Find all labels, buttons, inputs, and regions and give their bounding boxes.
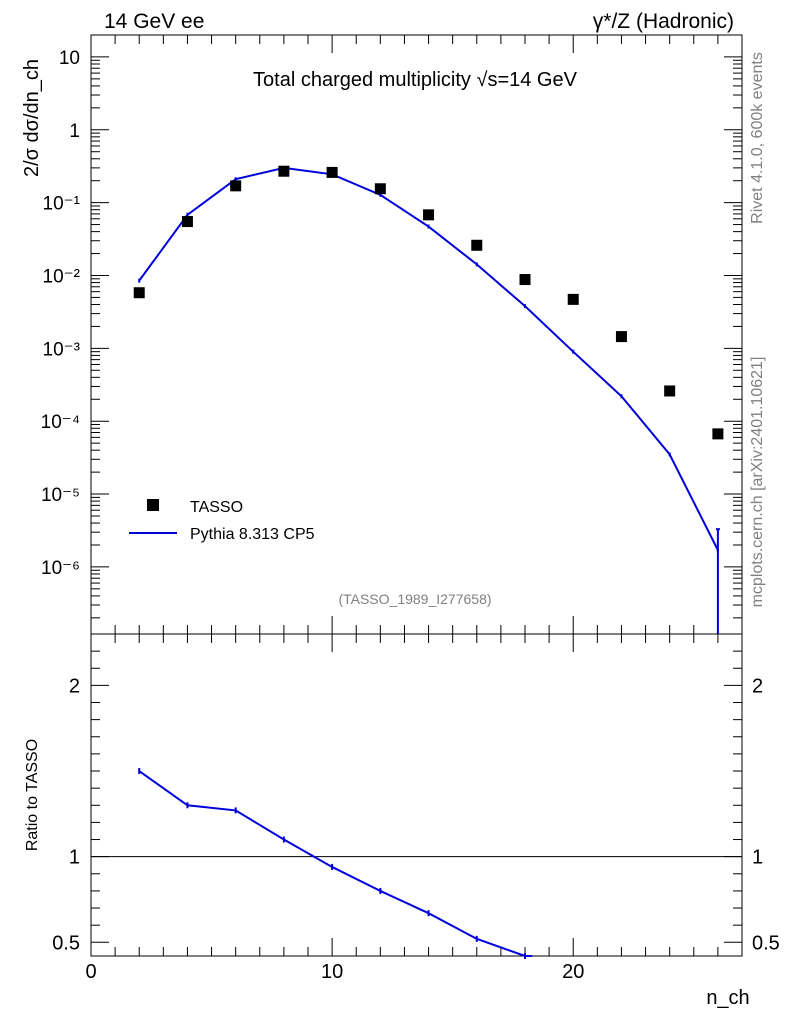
main-y-tick-label: 10⁻³ [43, 339, 81, 360]
ratio-y-tick-labels: 0.5 0.5 1 1 2 2 [52, 675, 780, 954]
ratio-y-tick-label-right: 0.5 [752, 932, 780, 954]
tasso-point [664, 385, 676, 397]
rivet-label: Rivet 4.1.0, 600k events [749, 52, 766, 224]
main-panel: 10⁻⁶ 10⁻⁵ 10⁻⁴ 10⁻³ 10⁻² 10⁻¹ 1 10 Total charge… [21, 34, 743, 635]
tasso-point [712, 428, 724, 440]
main-y-tick-label: 1 [69, 121, 80, 142]
x-tick-label: 10 [321, 961, 343, 983]
ratio-y-axis-label: Ratio to TASSO [24, 739, 41, 851]
ratio-y-tick-label-right: 1 [752, 847, 763, 869]
main-frame [90, 34, 743, 635]
tasso-point [567, 293, 579, 305]
tasso-point [471, 239, 483, 251]
ratio-ticks [90, 634, 743, 956]
main-y-tick-label: 10⁻¹ [43, 194, 81, 215]
main-y-axis-label: 2/σ dσ/dn_ch [21, 59, 43, 177]
ratio-y-tick-label: 0.5 [52, 932, 80, 954]
ratio-y-tick-label: 1 [69, 847, 80, 869]
main-y-tick-label: 10⁻² [43, 266, 81, 287]
legend: TASSO Pythia 8.313 CP5 [129, 499, 315, 543]
tasso-point [374, 183, 386, 195]
ratio-x-tick-labels: 0 10 20 [85, 961, 584, 983]
main-ticks [90, 34, 743, 634]
x-tick-label: 20 [562, 961, 584, 983]
tasso-point [519, 274, 531, 286]
tasso-point [230, 180, 242, 192]
main-y-tick-label: 10⁻⁴ [41, 412, 80, 433]
tasso-point [181, 216, 193, 228]
legend-label-tasso: TASSO [190, 499, 243, 516]
header-right: γ*/Z (Hadronic) [593, 10, 734, 33]
x-tick-label: 0 [85, 961, 96, 983]
tasso-point [278, 165, 290, 177]
tasso-point [615, 331, 627, 343]
chart-title: Total charged multiplicity √s=14 GeV [253, 69, 578, 91]
main-series [133, 165, 724, 634]
tasso-point [133, 287, 145, 299]
x-axis-label: n_ch [706, 987, 749, 1009]
mcplots-label: mcplots.cern.ch [arXiv:2401.10621] [749, 357, 766, 608]
tasso-point [326, 166, 338, 178]
ratio-y-tick-label-right: 2 [752, 675, 763, 697]
ratio-y-tick-label: 2 [69, 675, 80, 697]
watermark: (TASSO_1989_I277658) [338, 591, 491, 607]
main-y-tick-label: 10⁻⁶ [41, 558, 80, 579]
main-y-tick-label: 10⁻⁵ [41, 485, 80, 506]
ratio-line [138, 770, 533, 957]
legend-label-pythia: Pythia 8.313 CP5 [190, 526, 315, 543]
main-y-tick-labels: 10⁻⁶ 10⁻⁵ 10⁻⁴ 10⁻³ 10⁻² 10⁻¹ 1 10 [41, 48, 80, 579]
legend-marker-tasso [147, 499, 159, 511]
main-y-tick-label: 10 [59, 48, 80, 69]
ratio-panel: 0.5 0.5 1 1 2 2 0 10 20 Ratio to TASSO n_ch [24, 633, 780, 1009]
ratio-series [138, 768, 533, 959]
header-left: 14 GeV ee [104, 10, 204, 33]
ratio-frame [90, 633, 743, 957]
tasso-point [423, 209, 435, 221]
